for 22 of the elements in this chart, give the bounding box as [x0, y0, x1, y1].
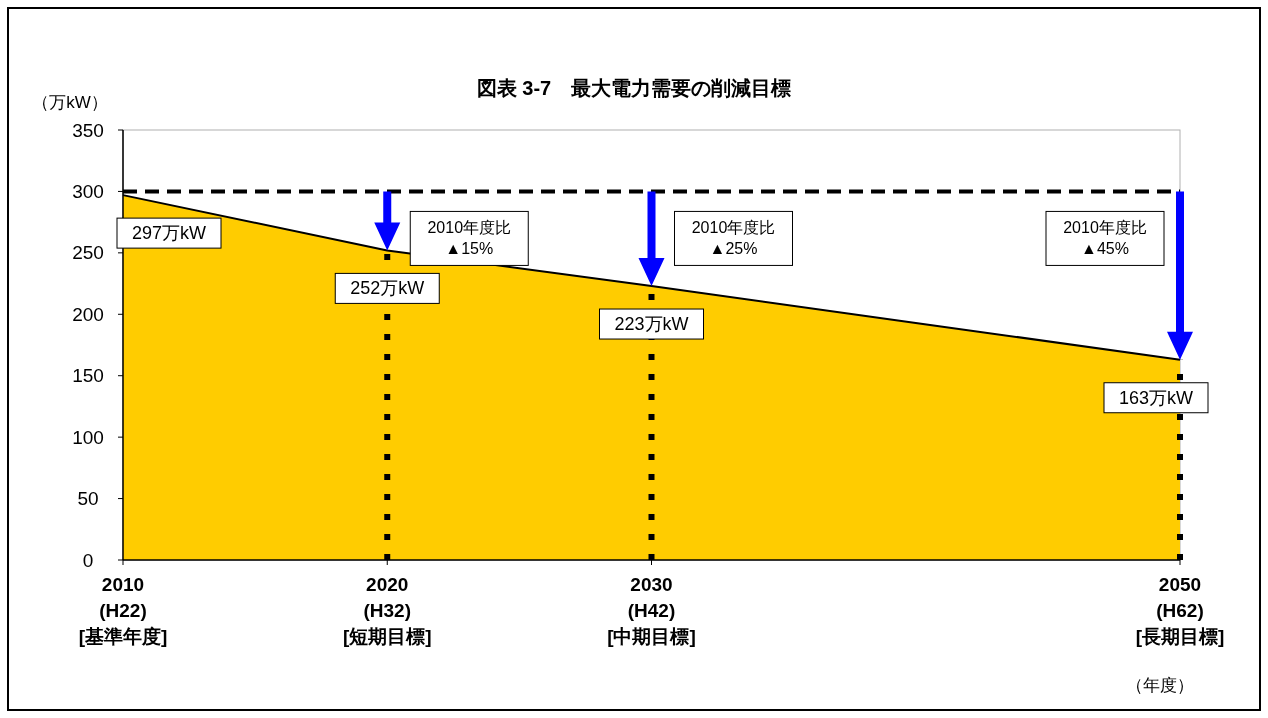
y-axis-title: （万kW） — [32, 92, 108, 112]
annotation: 2010年度比 ▲45% — [1063, 219, 1147, 258]
y-tick-label: 150 — [72, 365, 104, 387]
data-label: 163万kW — [1118, 387, 1194, 408]
y-tick-label: 350 — [72, 119, 104, 141]
x-tick-label: 2030 (H42) [中期目標] — [607, 573, 696, 647]
y-tick-label: 200 — [72, 303, 104, 325]
y-tick-label: 50 — [77, 488, 99, 510]
x-tick-label: 2010 (H22) [基準年度] — [78, 573, 168, 647]
annotation: 2010年度比 ▲25% — [691, 219, 776, 258]
y-tick-label: 300 — [72, 180, 104, 202]
x-tick-label: 2020 (H32) [短期目標] — [342, 573, 432, 647]
annotation: 2010年度比 ▲15% — [427, 219, 512, 258]
data-label: 252万kW — [350, 278, 425, 299]
y-tick-label: 250 — [72, 242, 104, 264]
x-tick-label: 2050 (H62) [長期目標] — [1135, 573, 1225, 647]
y-tick-label: 100 — [72, 426, 104, 448]
y-tick-label: 0 — [82, 549, 94, 571]
x-axis-title: （年度） — [1126, 675, 1194, 695]
chart-title: 図表 3-7 最大電力需要の削減目標 — [476, 77, 792, 99]
data-label: 297万kW — [131, 223, 207, 244]
data-label: 223万kW — [614, 314, 689, 335]
